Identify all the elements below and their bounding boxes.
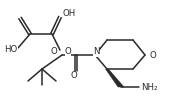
Text: O: O [50, 48, 57, 57]
Text: O: O [65, 48, 71, 57]
Text: OH: OH [62, 9, 76, 18]
Text: O: O [150, 50, 156, 59]
Text: N: N [93, 48, 99, 57]
Polygon shape [105, 69, 124, 87]
Text: O: O [71, 72, 77, 80]
Text: HO: HO [4, 45, 18, 54]
Text: NH₂: NH₂ [141, 83, 157, 91]
